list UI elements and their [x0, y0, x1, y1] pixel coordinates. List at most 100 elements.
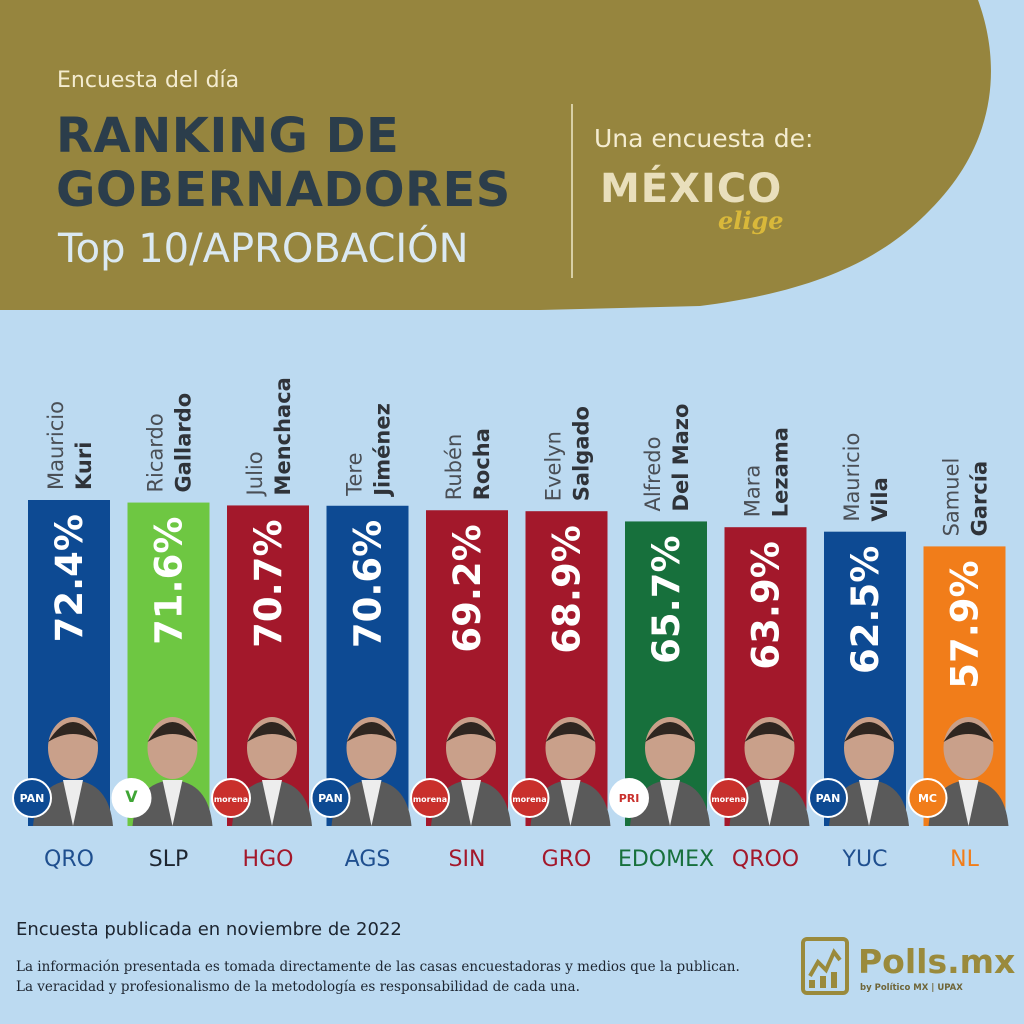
portrait	[829, 717, 909, 826]
state-label: NL	[950, 847, 979, 872]
last-name-label: Menchaca	[271, 377, 295, 495]
credit-label: Una encuesta de:	[594, 124, 814, 153]
portrait	[530, 717, 611, 826]
party-logo-label: V	[125, 787, 138, 806]
first-name-label: Mauricio	[44, 401, 68, 490]
value-label: 70.6%	[347, 520, 390, 648]
party-logo-icon	[708, 778, 749, 818]
first-name-label: Rubén	[442, 434, 466, 501]
logo-main-text: MÉXICO	[600, 166, 783, 212]
portrait-hair	[247, 722, 297, 742]
party-logo-icon	[609, 778, 649, 818]
bar-group: PAN 70.6% Tere Jiménez AGS	[310, 403, 412, 872]
party-logo-label: PAN	[318, 792, 343, 805]
bar-group: morena 68.9% Evelyn Salgado GRO	[509, 406, 611, 872]
polls-mx-logo: Polls.mx by Político MX | UPAX	[800, 934, 1015, 1000]
party-logo-label: morena	[413, 795, 447, 804]
bar-group: morena 63.9% Mara Lezama QROO	[708, 427, 810, 872]
state-label: GRO	[542, 847, 592, 872]
poll-chart-icon	[801, 937, 849, 995]
brand-name: Polls.mx	[858, 942, 1016, 981]
party-logo-icon	[12, 778, 52, 818]
portrait-shirt	[560, 780, 581, 826]
party-logo-icon	[509, 778, 550, 818]
footer-note-line1: La información presentada es tomada dire…	[16, 959, 740, 975]
portrait	[928, 717, 1009, 826]
portrait	[729, 717, 810, 826]
state-label: SIN	[449, 847, 486, 872]
portrait-hair	[943, 722, 994, 742]
party-logo-label: PRI	[619, 792, 640, 805]
party-logo-icon	[111, 778, 152, 818]
portrait	[331, 717, 412, 826]
brand-byline: by Político MX | UPAX	[860, 983, 963, 993]
party-logo-icon	[410, 778, 450, 818]
footer-published: Encuesta publicada en noviembre de 2022	[16, 919, 402, 940]
header-kicker: Encuesta del día	[57, 68, 240, 93]
value-label: 57.9%	[944, 560, 987, 688]
state-label: QRO	[44, 847, 94, 872]
state-label: HGO	[243, 847, 294, 872]
portrait	[132, 717, 213, 826]
value-label: 62.5%	[844, 546, 887, 674]
first-name-label: Evelyn	[542, 431, 566, 501]
value-label: 70.7%	[247, 519, 290, 647]
portrait-shirt	[660, 780, 680, 826]
first-name-label: Alfredo	[641, 437, 665, 512]
portrait	[232, 717, 312, 826]
value-label: 69.2%	[446, 524, 489, 652]
page-subtitle: Top 10/APROBACIÓN	[58, 226, 469, 272]
portrait-hair	[545, 722, 596, 742]
party-logo-label: PAN	[20, 792, 45, 805]
last-name-label: Kuri	[72, 442, 96, 490]
logo-sub-text: elige	[718, 206, 784, 235]
portrait-hair	[346, 722, 397, 742]
bar-group: MC 57.9% Samuel García NL	[907, 458, 1009, 872]
header-divider	[571, 104, 573, 278]
portrait-hair	[844, 722, 894, 742]
bar-group: morena 69.2% Rubén Rocha SIN	[410, 428, 511, 872]
first-name-label: Samuel	[940, 458, 964, 537]
last-name-label: Gallardo	[172, 393, 196, 493]
bar-group: morena 70.7% Julio Menchaca HGO	[211, 377, 312, 872]
bar-group: V 71.6% Ricardo Gallardo SLP	[111, 393, 213, 872]
party-logo-icon	[808, 778, 848, 818]
first-name-label: Julio	[243, 451, 267, 497]
page-title-line1: RANKING DE	[56, 108, 400, 164]
last-name-label: Rocha	[470, 428, 494, 500]
state-label: YUC	[842, 847, 888, 872]
page-title-line2: GOBERNADORES	[56, 162, 511, 218]
value-label: 72.4%	[48, 514, 91, 642]
portrait-shirt	[63, 780, 83, 826]
party-logo-icon	[310, 778, 351, 818]
portrait	[33, 717, 113, 826]
party-logo-icon	[907, 778, 948, 818]
value-label: 68.9%	[546, 525, 589, 653]
party-logo-icon	[211, 778, 251, 818]
portrait-hair	[744, 722, 795, 742]
bar-group: PRI 65.7% Alfredo Del Mazo EDOMEX	[609, 404, 714, 872]
bar-group: PAN 72.4% Mauricio Kuri QRO	[12, 401, 113, 872]
header-background	[0, 0, 991, 310]
first-name-label: Ricardo	[144, 413, 168, 492]
portrait-shirt	[361, 780, 382, 826]
portrait-shirt	[461, 780, 481, 826]
portrait-shirt	[759, 780, 780, 826]
party-logo-label: PAN	[816, 792, 841, 805]
party-logo-label: morena	[711, 795, 745, 804]
party-logo-label: morena	[512, 795, 546, 804]
footer-note-line2: La veracidad y profesionalismo de la met…	[16, 979, 580, 995]
first-name-label: Mauricio	[840, 433, 864, 522]
portrait-hair	[446, 722, 496, 742]
mexico-elige-logo: MÉXICO elige	[600, 166, 784, 235]
state-label: QROO	[732, 847, 799, 872]
bar	[923, 546, 1006, 826]
portrait-hair	[645, 722, 695, 742]
footer-note: La información presentada es tomada dire…	[16, 957, 796, 997]
state-label: SLP	[149, 847, 189, 872]
portrait-shirt	[859, 780, 879, 826]
value-label: 71.6%	[148, 517, 191, 645]
last-name-label: Lezama	[769, 427, 793, 517]
portrait-shirt	[262, 780, 282, 826]
